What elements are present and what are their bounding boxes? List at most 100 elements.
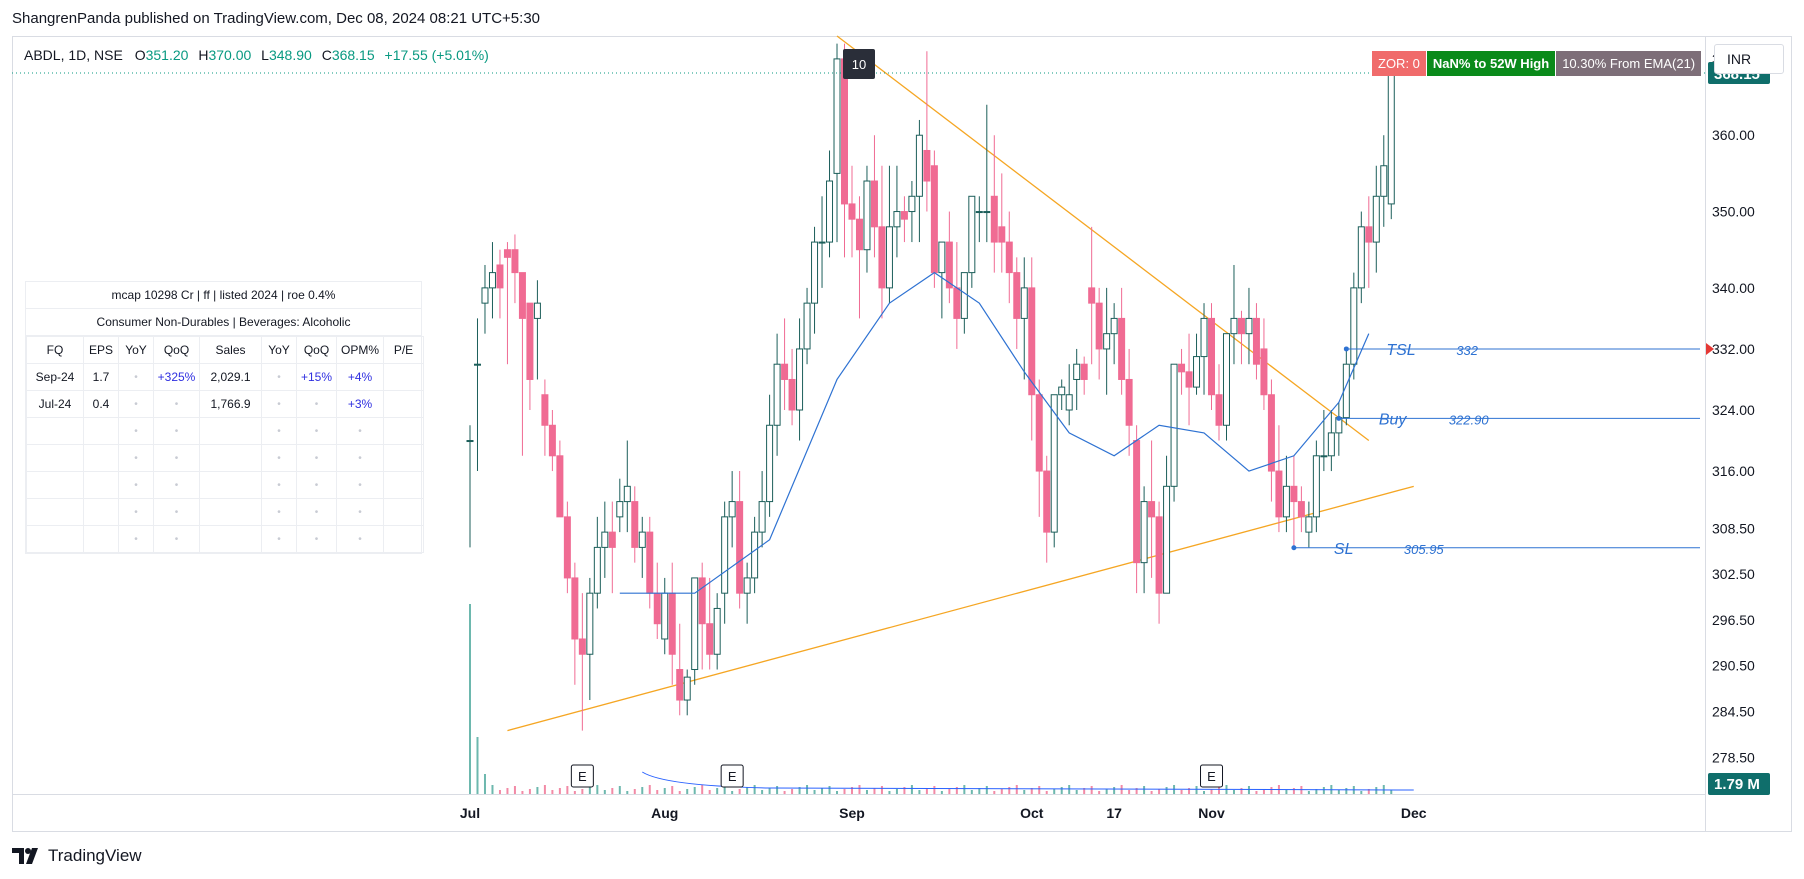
fundamentals-cell: • (118, 390, 154, 418)
candle-body (818, 241, 826, 244)
volume-bar (716, 788, 719, 794)
candle-body (1267, 394, 1275, 472)
volume-tag (1708, 773, 1770, 795)
counter-badge[interactable]: 10 (843, 49, 875, 79)
volume-bar (618, 786, 621, 794)
candle (938, 241, 946, 319)
volume-bar (918, 790, 921, 794)
candle (1260, 318, 1268, 410)
fundamentals-cell (26, 498, 84, 526)
candle-body (1163, 485, 1171, 594)
volume-bar (558, 788, 561, 794)
candle (1080, 356, 1088, 395)
volume-bar (940, 791, 943, 794)
candle (930, 150, 938, 288)
candle-body (953, 287, 961, 319)
candle-body (1020, 287, 1028, 319)
symbol-legend[interactable]: ABDL, 1D, NSE O351.20 H370.00 L348.90 C3… (24, 47, 489, 63)
candle-body (706, 623, 714, 655)
fundamentals-header-cell: OPM% (336, 336, 384, 364)
currency-selector[interactable]: INR (1714, 44, 1784, 74)
fundamentals-row: • • • • • (26, 525, 424, 553)
candle (691, 577, 699, 685)
candle-body (676, 669, 684, 701)
volume-bar (656, 790, 659, 794)
candle-body (593, 546, 601, 594)
candle (698, 562, 706, 670)
time-tick-label: Sep (839, 805, 865, 821)
volume-bar (491, 785, 494, 794)
publisher-line: ShangrenPanda published on TradingView.c… (12, 10, 541, 27)
candle-body (728, 501, 736, 518)
candle (473, 318, 481, 472)
candle (818, 196, 826, 288)
earnings-marker (720, 764, 744, 788)
fundamentals-cell: • (261, 471, 297, 499)
volume-bar (1023, 790, 1026, 794)
candle (983, 104, 991, 243)
fundamentals-header-row: FQ EPS YoY QoQ Sales YoY QoQ OPM% P/E (26, 336, 424, 364)
time-tick-label: Oct (1020, 805, 1044, 821)
tradingview-logo[interactable]: TradingView (12, 846, 142, 866)
volume-bar (469, 604, 471, 794)
annotation-value: 305.95 (1404, 542, 1445, 557)
candle-body (1148, 501, 1156, 518)
volume-bar (611, 788, 614, 794)
symbol-name[interactable]: ABDL, 1D, NSE (24, 47, 123, 63)
volume-bar (506, 788, 509, 794)
fundamentals-cell: • (153, 498, 200, 526)
candle-body (488, 272, 496, 289)
earnings-marker (1200, 764, 1224, 788)
change-value: +17.55 (+5.01%) (384, 47, 489, 63)
candle-body (855, 218, 863, 251)
candle (998, 173, 1006, 273)
candle (608, 501, 616, 594)
candles (466, 43, 1395, 731)
candle (481, 264, 489, 334)
annotation-value: 322.90 (1449, 412, 1490, 427)
volume-bar (858, 785, 861, 794)
volume-bar (880, 786, 883, 794)
volume-bar (1090, 786, 1093, 794)
candle-body (1297, 501, 1305, 518)
price-tick-label: 332.00 (1712, 341, 1755, 357)
candle-body (563, 516, 571, 579)
candle-body (960, 272, 968, 319)
candle-body (646, 531, 654, 594)
price-tick-label: 308.50 (1712, 520, 1755, 536)
candle-body (616, 501, 624, 518)
fundamentals-row: Sep-24 1.7 • +325% 2,029.1 • +15% +4% (26, 363, 424, 391)
volume-bar (1390, 790, 1393, 794)
candle (668, 562, 676, 685)
low-value: L348.90 (261, 47, 312, 63)
volume-bar (1143, 786, 1146, 794)
volume-bar (1218, 787, 1220, 794)
candle (683, 669, 691, 716)
candle-body (1193, 356, 1201, 388)
candle-body (766, 424, 774, 503)
candle-body (1170, 363, 1178, 487)
candle-body (1118, 317, 1126, 380)
fundamentals-header-cell: YoY (118, 336, 154, 364)
candle-body (1088, 287, 1096, 304)
volume-bar (865, 790, 868, 794)
volume-bar (1083, 788, 1086, 794)
candle-body (1222, 333, 1230, 426)
ema21-line (619, 271, 1370, 594)
candle (1058, 379, 1066, 410)
candle-body (1215, 394, 1223, 426)
volume-bar (798, 787, 801, 794)
candle (1350, 272, 1358, 380)
volume-bar (895, 789, 898, 794)
fundamentals-row: • • • • • (26, 498, 424, 526)
candle (1125, 348, 1133, 456)
candle-body (938, 241, 946, 274)
candle (885, 165, 893, 304)
candle (1327, 410, 1335, 472)
candle (638, 516, 646, 578)
candle (788, 348, 796, 426)
volume-bar (1015, 785, 1018, 794)
candle-body (975, 211, 983, 214)
candle (1140, 486, 1148, 594)
